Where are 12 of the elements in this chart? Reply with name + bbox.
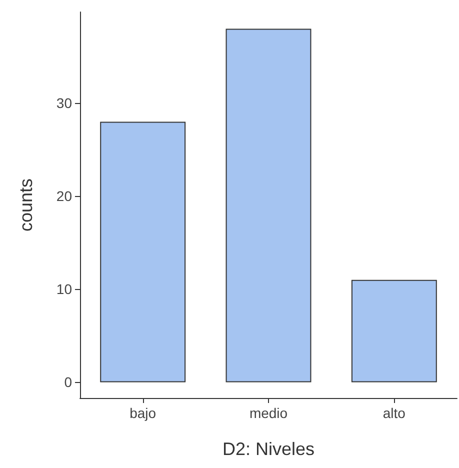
x-tick-label: bajo	[130, 405, 156, 421]
x-tick-label: alto	[382, 405, 406, 421]
y-tick-label: 30	[56, 95, 72, 112]
x-tick-label: medio	[249, 405, 288, 421]
x-axis-title: D2: Niveles	[222, 439, 315, 459]
y-tick-label: 0	[64, 374, 72, 390]
y-tick-label: 10	[56, 281, 72, 298]
bar	[351, 280, 437, 382]
y-axis-title: counts	[16, 178, 36, 232]
bar	[226, 28, 312, 382]
bar	[100, 122, 186, 382]
y-tick-label: 20	[56, 188, 72, 204]
